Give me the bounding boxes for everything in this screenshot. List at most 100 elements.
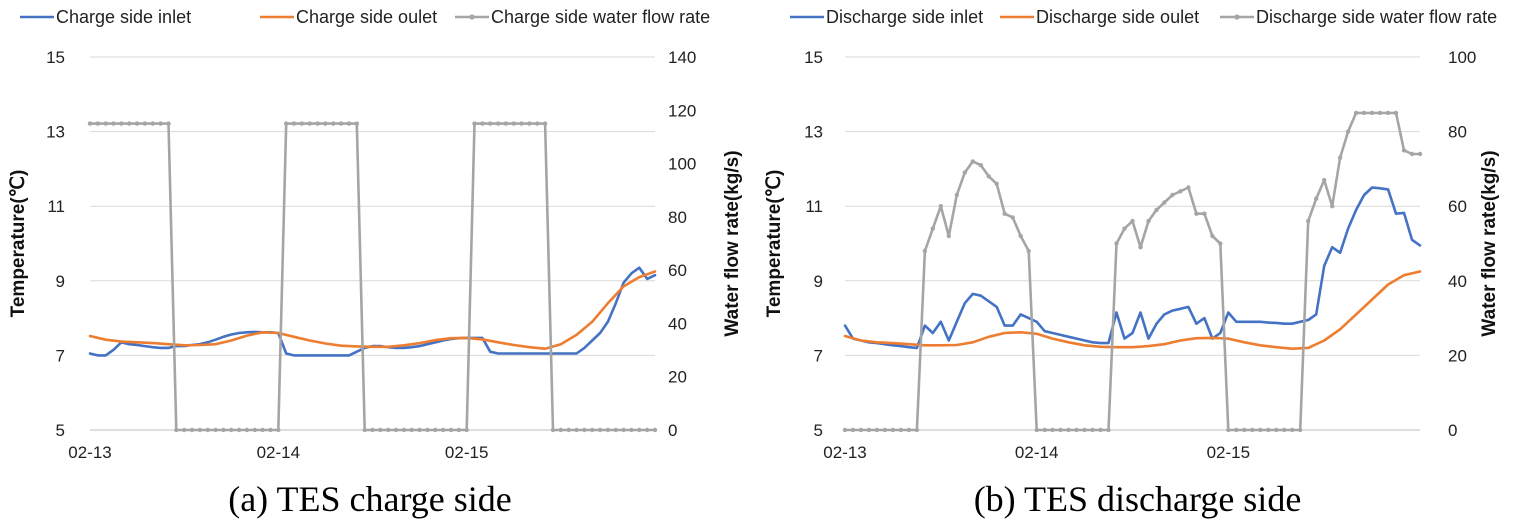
y2-tick-label: 140 <box>668 48 696 67</box>
data-point-flow <box>87 121 93 126</box>
data-point-flow <box>268 427 273 433</box>
y2-tick-label: 0 <box>1448 421 1457 440</box>
data-point-flow <box>629 427 634 433</box>
data-point-flow <box>142 121 148 126</box>
data-point-flow <box>558 427 563 433</box>
data-point-flow <box>874 427 880 433</box>
data-point-flow <box>338 121 344 126</box>
data-point-flow <box>1210 233 1215 239</box>
data-point-flow <box>1218 241 1223 246</box>
legend-label-inlet: Discharge side inlet <box>826 7 983 27</box>
data-point-flow <box>1090 427 1095 433</box>
y2-tick-label: 40 <box>1448 272 1467 291</box>
y2-tick-label: 20 <box>1448 346 1467 365</box>
data-point-flow <box>652 427 658 433</box>
series-line-outlet <box>88 270 657 351</box>
data-point-flow <box>1018 233 1023 239</box>
data-point-flow <box>433 427 438 433</box>
x-tick-label: 02-14 <box>257 443 300 462</box>
data-point-flow <box>386 427 391 433</box>
data-point-flow <box>174 427 179 433</box>
data-point-flow <box>890 427 896 433</box>
chart-panel-discharge: 5 7 9 11 13 15 0 20 40 60 80 100 02-13 02-14 02-15 Temp… <box>760 0 1515 526</box>
data-point-flow <box>1298 427 1303 433</box>
legend-label-inlet: Charge side inlet <box>56 7 191 27</box>
data-point-flow <box>354 121 359 126</box>
y-tick-label: 11 <box>805 197 823 216</box>
data-point-flow <box>221 427 226 433</box>
data-point-flow <box>542 121 548 126</box>
chart-panel-charge: 5 7 9 11 13 15 0 20 40 60 80 100 120 140 02-13 02-14 02-… <box>8 7 743 519</box>
data-point-flow <box>511 121 516 126</box>
data-point-flow <box>464 427 469 433</box>
y2-tick-label: 80 <box>1448 123 1467 142</box>
data-point-flow <box>882 427 888 433</box>
data-point-flow <box>1066 427 1071 433</box>
y-tick-label: 9 <box>56 272 65 291</box>
data-point-flow <box>236 427 242 433</box>
x-tick-label: 02-13 <box>823 443 866 462</box>
data-point-flow <box>127 121 132 126</box>
data-point-flow <box>1122 226 1127 231</box>
data-point-flow <box>1274 427 1279 433</box>
data-point-flow <box>613 427 618 433</box>
data-point-flow <box>1369 110 1375 116</box>
data-point-flow <box>519 121 524 126</box>
data-point-flow <box>1314 196 1319 201</box>
y-tick-label: 5 <box>814 421 823 440</box>
data-point-flow <box>621 427 626 433</box>
data-point-flow <box>1306 218 1311 224</box>
data-point-flow <box>970 159 975 164</box>
data-point-flow <box>1162 200 1167 205</box>
data-point-flow <box>1417 151 1423 157</box>
y-tick-label: 9 <box>814 272 823 291</box>
series-line-inlet <box>843 186 1422 350</box>
data-point-flow <box>472 121 477 126</box>
data-point-flow <box>1377 110 1383 116</box>
data-point-flow <box>1330 204 1335 209</box>
legend-label-outlet: Charge side oulet <box>296 7 437 27</box>
data-point-flow <box>850 427 856 433</box>
data-point-flow <box>370 427 375 433</box>
data-point-flow <box>440 427 446 433</box>
y2-tick-label: 100 <box>1448 48 1476 67</box>
data-point-flow <box>1026 248 1031 254</box>
data-point-flow <box>401 427 407 433</box>
data-point-flow <box>938 204 943 209</box>
data-point-flow <box>550 427 556 433</box>
data-point-flow <box>1082 427 1087 433</box>
data-point-flow <box>189 427 195 433</box>
data-point-flow <box>252 427 257 433</box>
data-point-flow <box>986 174 991 179</box>
y-tick-label: 15 <box>804 48 823 67</box>
data-point-flow <box>637 427 642 433</box>
y-tick-label: 7 <box>56 346 65 365</box>
data-point-flow <box>409 427 414 433</box>
y2-axis-title: Water flow rate(kg/s) <box>1479 150 1500 336</box>
data-point-flow <box>103 121 108 126</box>
data-point-flow <box>1234 427 1239 433</box>
data-point-flow <box>1322 177 1327 183</box>
data-point-flow <box>1098 427 1103 433</box>
data-point-flow <box>535 121 540 126</box>
legend-marker-flow <box>469 14 475 20</box>
data-point-flow <box>1146 218 1151 224</box>
data-point-flow <box>1034 427 1039 433</box>
data-point-flow <box>597 427 603 433</box>
data-point-flow <box>1154 207 1159 213</box>
y2-tick-label: 120 <box>668 101 696 120</box>
data-point-flow <box>284 121 289 126</box>
data-point-flow <box>978 163 983 168</box>
data-point-flow <box>1010 215 1015 220</box>
legend-label-flow: Charge side water flow rate <box>491 7 710 27</box>
legend-label-flow: Discharge side water flow rate <box>1256 7 1497 27</box>
data-point-flow <box>1282 427 1287 433</box>
y2-tick-label: 0 <box>668 421 677 440</box>
data-point-flow <box>842 427 848 433</box>
data-point-flow <box>1194 211 1199 216</box>
data-point-flow <box>906 427 912 433</box>
data-point-flow <box>922 248 928 254</box>
data-point-flow <box>1353 110 1359 116</box>
x-tick-label: 02-13 <box>68 443 111 462</box>
data-point-flow <box>946 233 951 239</box>
